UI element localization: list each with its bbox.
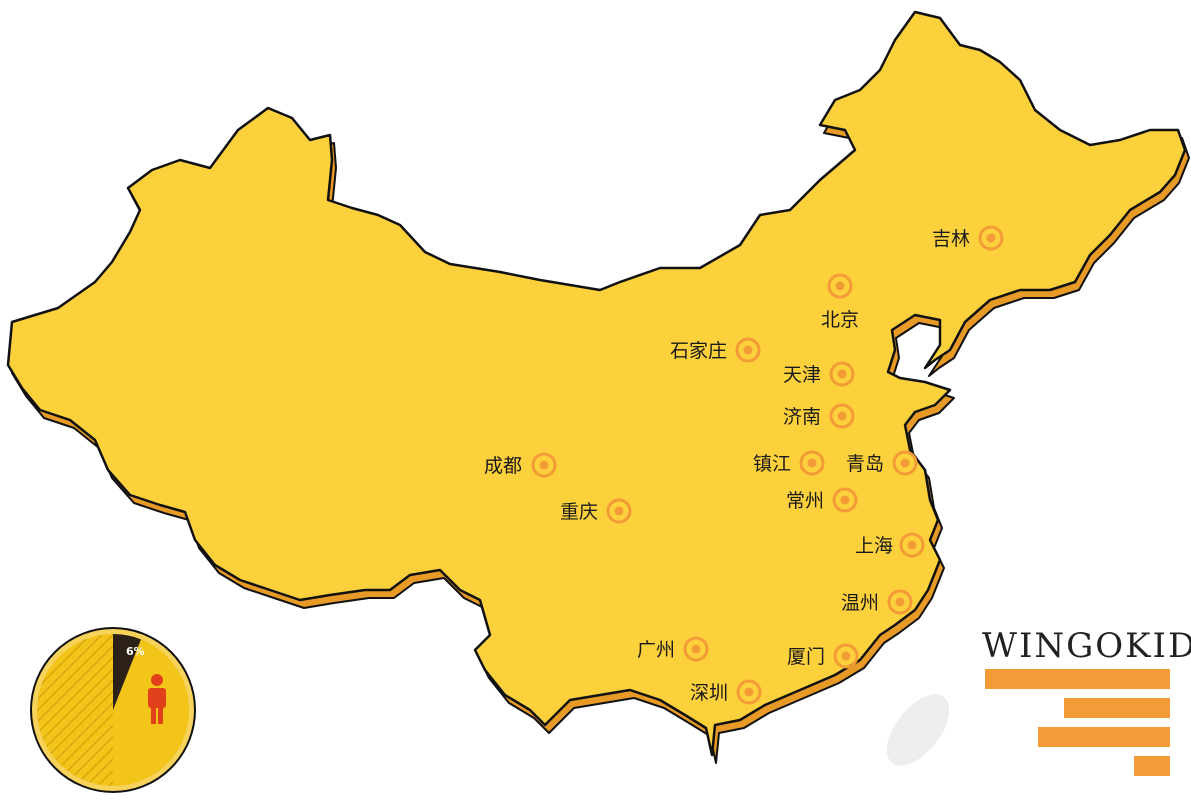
city-marker-icon[interactable]	[832, 487, 858, 513]
population-pie: 6%	[30, 627, 196, 793]
city-marker-dot	[539, 460, 549, 470]
city-marker-dot	[743, 345, 753, 355]
city-marker-dot	[895, 597, 905, 607]
brand-bar-1	[985, 669, 1170, 689]
city-guangzhou[interactable]: 广州	[637, 636, 709, 662]
city-marker-icon[interactable]	[827, 273, 853, 299]
city-label: 常州	[786, 490, 824, 512]
city-shanghai[interactable]: 上海	[855, 532, 925, 558]
city-label: 上海	[855, 535, 893, 557]
city-tianjin[interactable]: 天津	[783, 361, 855, 387]
city-label: 吉林	[932, 228, 970, 250]
city-shenzhen[interactable]: 深圳	[690, 679, 762, 705]
city-label: 济南	[783, 406, 821, 428]
island-shape	[886, 694, 950, 766]
city-marker-dot	[614, 506, 624, 516]
city-label: 广州	[637, 639, 675, 661]
city-jinan[interactable]: 济南	[783, 403, 855, 429]
city-shijiazhuang[interactable]: 石家庄	[670, 337, 761, 363]
city-marker-icon[interactable]	[829, 403, 855, 429]
city-marker-icon[interactable]	[799, 450, 825, 476]
brand-bar-4	[1134, 756, 1170, 776]
city-wenzhou[interactable]: 温州	[841, 589, 913, 615]
person-icon	[148, 674, 166, 724]
city-marker-icon[interactable]	[683, 636, 709, 662]
city-marker-icon[interactable]	[887, 589, 913, 615]
city-label: 重庆	[560, 501, 598, 523]
city-marker-dot	[744, 687, 754, 697]
city-xiamen[interactable]: 厦门	[787, 643, 859, 669]
city-marker-dot	[840, 495, 850, 505]
city-marker-icon[interactable]	[899, 532, 925, 558]
city-marker-icon[interactable]	[978, 225, 1004, 251]
city-label: 厦门	[787, 646, 825, 668]
city-chongqing[interactable]: 重庆	[560, 498, 632, 524]
city-beijing[interactable]: 北京	[821, 273, 859, 331]
city-marker-icon[interactable]	[829, 361, 855, 387]
city-marker-dot	[986, 233, 996, 243]
city-zhenjiang[interactable]: 镇江	[753, 450, 825, 476]
city-label: 石家庄	[670, 340, 727, 362]
brand-bar-2	[1064, 698, 1170, 718]
city-changzhou[interactable]: 常州	[786, 487, 858, 513]
city-marker-dot	[691, 644, 701, 654]
city-jilin[interactable]: 吉林	[932, 225, 1004, 251]
city-marker-dot	[807, 458, 817, 468]
city-label: 镇江	[753, 453, 791, 475]
map-land	[6, 10, 1187, 757]
city-marker-icon[interactable]	[735, 337, 761, 363]
pie-slice-percent	[113, 634, 141, 710]
brand-bar-3	[1038, 727, 1170, 747]
city-qingdao[interactable]: 青岛	[846, 450, 918, 476]
city-marker-icon[interactable]	[833, 643, 859, 669]
brand-logo-text: WINGOKID	[982, 626, 1191, 666]
city-marker-dot	[837, 369, 847, 379]
city-marker-dot	[835, 281, 845, 291]
city-label: 天津	[783, 364, 821, 386]
city-label: 青岛	[846, 453, 884, 475]
city-marker-icon[interactable]	[736, 679, 762, 705]
city-marker-dot	[841, 651, 851, 661]
city-marker-icon[interactable]	[892, 450, 918, 476]
city-marker-icon[interactable]	[606, 498, 632, 524]
city-chengdu[interactable]: 成都	[484, 452, 557, 478]
city-marker-icon[interactable]	[531, 452, 557, 478]
city-label: 成都	[484, 455, 522, 477]
city-marker-dot	[900, 458, 910, 468]
city-label: 深圳	[690, 682, 728, 704]
pie-slice-remaining	[113, 639, 189, 786]
pie-percent-label: 6%	[126, 645, 145, 658]
city-marker-dot	[837, 411, 847, 421]
city-label: 北京	[821, 309, 859, 331]
city-marker-dot	[907, 540, 917, 550]
city-label: 温州	[841, 592, 879, 614]
